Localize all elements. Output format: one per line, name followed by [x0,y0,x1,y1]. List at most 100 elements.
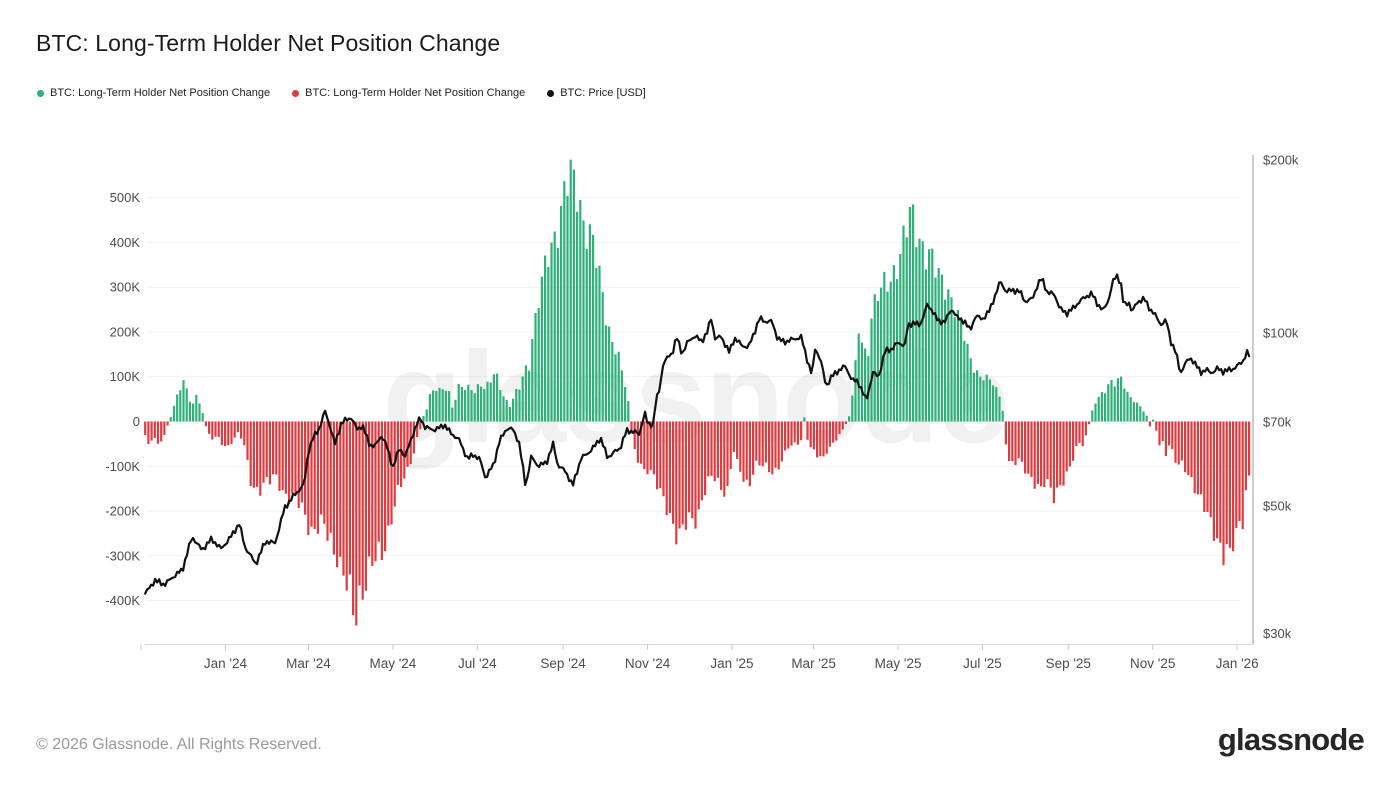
net-position-bar [1228,421,1231,548]
net-position-bar [1110,380,1113,422]
net-position-bar [281,421,284,491]
net-position-bar [771,421,774,475]
net-position-bar [416,421,419,437]
net-position-bar [1014,421,1017,466]
net-position-bar [1174,421,1177,463]
net-position-bar [166,421,169,426]
net-position-bar [1113,386,1116,422]
net-position-bar [297,421,300,509]
net-position-bar [745,421,748,480]
net-position-bar [1152,419,1155,422]
net-position-bar [569,159,572,422]
right-axis-tick-label: $70k [1263,415,1292,430]
net-position-bar [1027,421,1030,474]
net-position-bar [870,318,873,422]
net-position-bar [662,421,665,497]
net-position-bar [1244,421,1247,491]
net-position-bar [150,421,153,441]
legend-item-ltn-positive[interactable]: BTC: Long-Term Holder Net Position Chang… [37,87,270,99]
net-position-bar [176,394,179,422]
net-position-bar [160,421,163,442]
net-position-bar [550,242,553,422]
net-position-bar [387,421,390,526]
net-position-bar [723,421,726,497]
net-position-bar [403,421,406,479]
net-position-bar [928,249,931,422]
net-position-bar [153,421,156,439]
net-position-bar [822,421,825,457]
net-position-bar [601,292,604,422]
net-position-bar [732,421,735,453]
net-position-bar [1008,421,1011,462]
net-position-bar [764,421,767,463]
net-position-bar [243,421,246,446]
left-axis-tick-label: 400K [110,235,141,250]
net-position-bar [156,421,160,444]
net-position-bar [844,421,847,424]
net-position-bar [592,234,595,422]
net-position-bar [444,390,447,422]
legend-item-price[interactable]: BTC: Price [USD] [547,87,646,99]
x-axis-tick-label: Mar '25 [791,656,836,671]
net-position-bar [953,317,956,422]
net-position-bar [1164,421,1167,456]
net-position-bar [547,266,550,422]
net-position-bar [860,342,863,422]
net-position-bar [614,354,617,422]
net-position-bar [832,421,835,443]
net-position-bar [508,407,511,422]
net-position-bar [854,360,857,422]
net-position-bar [739,421,742,472]
net-position-bar [1081,421,1084,447]
net-position-bar [809,421,812,448]
net-position-bar [595,268,598,422]
net-position-bar [1004,421,1007,445]
net-position-bar [819,421,822,457]
net-position-bar [710,421,713,476]
net-position-bar [288,421,291,505]
net-position-bar [611,342,614,422]
net-position-bar [483,389,486,422]
right-axis-tick-label: $30k [1263,626,1292,641]
legend-item-ltn-negative[interactable]: BTC: Long-Term Holder Net Position Chang… [292,87,525,99]
net-position-bar [726,421,729,486]
x-axis-tick-label: Sep '25 [1046,656,1091,671]
net-position-bar [582,220,585,422]
net-position-bar [1040,421,1043,487]
net-position-bar [748,421,751,487]
net-position-bar [886,291,889,422]
net-position-bar [608,326,611,422]
legend-label: BTC: Long-Term Holder Net Position Chang… [305,87,526,99]
net-position-bar [806,421,809,440]
net-position-bar [752,421,755,475]
net-position-bar [329,421,332,533]
net-position-bar [230,421,233,444]
net-position-bar [326,421,329,541]
net-position-bar [1212,421,1215,541]
net-position-bar [470,390,473,422]
left-axis-tick-label: 0 [133,414,140,429]
net-position-bar [534,313,537,422]
right-axis-tick-label: $100k [1263,326,1299,341]
net-position-bar [588,224,591,422]
net-position-bar [1043,421,1046,488]
glassnode-logo[interactable]: glassnode [1217,722,1365,757]
net-position-bar [201,413,204,422]
net-position-bar [531,339,534,422]
x-axis-tick-label: Nov '25 [1130,656,1175,671]
net-position-bar [848,416,851,422]
net-position-bar [579,199,582,422]
net-position-bar [1097,396,1100,422]
net-position-bar [252,421,255,488]
net-position-bar [1129,397,1132,422]
net-position-bar [163,421,166,435]
net-position-bar [787,421,790,449]
net-position-bar [720,421,723,491]
net-position-bar [342,421,345,576]
net-position-bar [681,421,684,525]
net-position-bar [758,421,761,466]
net-position-bar [1104,393,1107,422]
net-position-bar [428,394,431,422]
net-position-bar [364,421,367,591]
